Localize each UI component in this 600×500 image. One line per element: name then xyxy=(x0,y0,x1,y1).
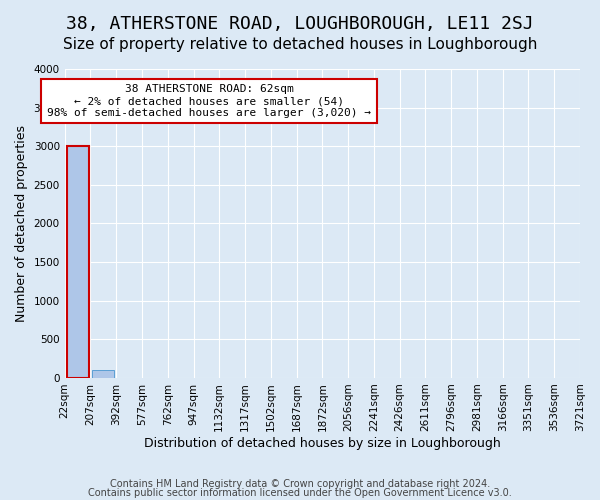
X-axis label: Distribution of detached houses by size in Loughborough: Distribution of detached houses by size … xyxy=(144,437,501,450)
Text: 38 ATHERSTONE ROAD: 62sqm
← 2% of detached houses are smaller (54)
98% of semi-d: 38 ATHERSTONE ROAD: 62sqm ← 2% of detach… xyxy=(47,84,371,117)
Text: 38, ATHERSTONE ROAD, LOUGHBOROUGH, LE11 2SJ: 38, ATHERSTONE ROAD, LOUGHBOROUGH, LE11 … xyxy=(66,15,534,33)
Text: Contains HM Land Registry data © Crown copyright and database right 2024.: Contains HM Land Registry data © Crown c… xyxy=(110,479,490,489)
Text: Contains public sector information licensed under the Open Government Licence v3: Contains public sector information licen… xyxy=(88,488,512,498)
Bar xyxy=(67,146,89,378)
Bar xyxy=(92,370,114,378)
Text: Size of property relative to detached houses in Loughborough: Size of property relative to detached ho… xyxy=(63,38,537,52)
Y-axis label: Number of detached properties: Number of detached properties xyxy=(15,125,28,322)
